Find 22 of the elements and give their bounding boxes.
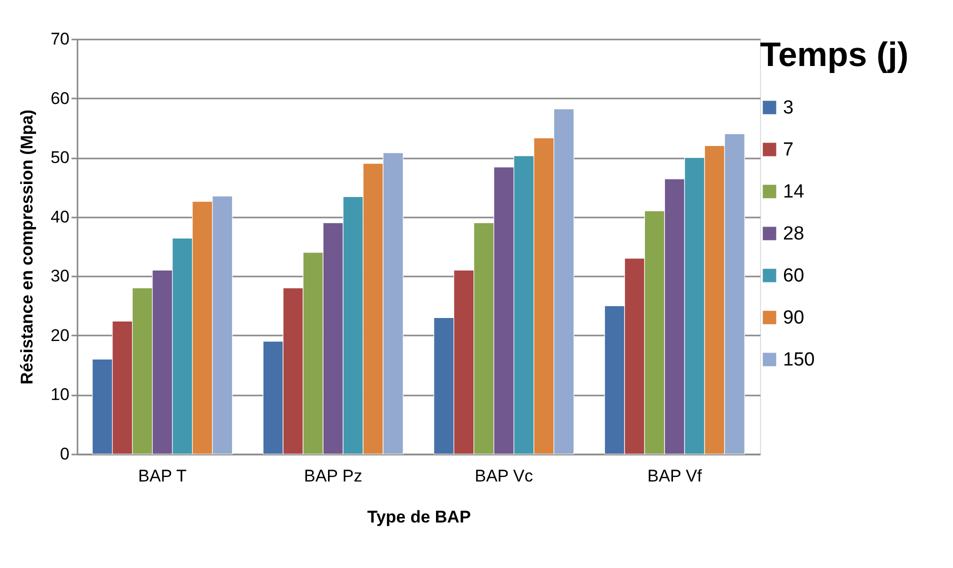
x-tick-label: BAP Vf: [647, 466, 702, 486]
y-axis-title: Résistance en compression (Mpa): [18, 110, 37, 384]
legend-label: 150: [783, 350, 815, 370]
legend-label: 3: [783, 98, 794, 118]
y-tick-label: 70: [50, 30, 70, 48]
y-tick-label: 10: [50, 385, 70, 404]
legend-label: 90: [783, 308, 804, 328]
y-tick-label: 20: [50, 326, 70, 345]
x-tick-label: BAP Vc: [474, 466, 534, 486]
legend-label: 14: [783, 182, 805, 202]
y-tick-label: 50: [50, 148, 70, 168]
x-tick-label: BAP Pz: [304, 466, 362, 486]
legend-label: 60: [783, 266, 804, 286]
legend-label: 7: [783, 140, 794, 160]
y-tick-label: 30: [50, 266, 70, 286]
y-tick-label: 40: [50, 207, 70, 226]
y-tick-label: 0: [60, 444, 70, 464]
legend-title: Temps (j): [760, 36, 909, 74]
x-tick-label: BAP T: [138, 466, 187, 486]
y-tick-label: 60: [50, 88, 70, 108]
x-axis-title: Type de BAP: [367, 508, 471, 526]
legend-label: 28: [783, 224, 804, 244]
